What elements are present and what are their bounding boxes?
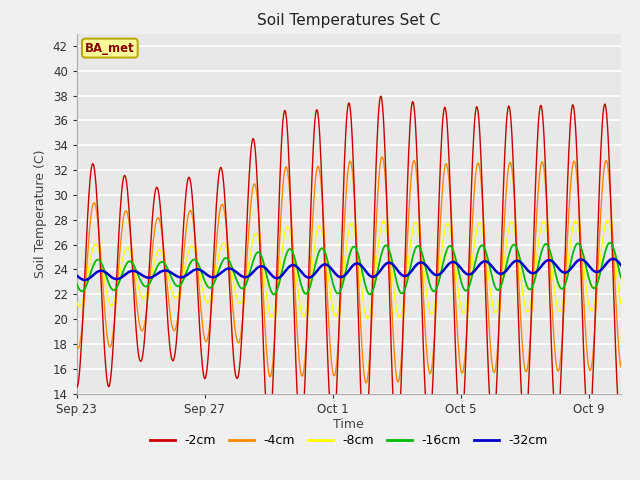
Title: Soil Temperatures Set C: Soil Temperatures Set C [257, 13, 440, 28]
Text: BA_met: BA_met [85, 42, 134, 55]
X-axis label: Time: Time [333, 419, 364, 432]
Y-axis label: Soil Temperature (C): Soil Temperature (C) [34, 149, 47, 278]
Legend: -2cm, -4cm, -8cm, -16cm, -32cm: -2cm, -4cm, -8cm, -16cm, -32cm [145, 429, 553, 452]
